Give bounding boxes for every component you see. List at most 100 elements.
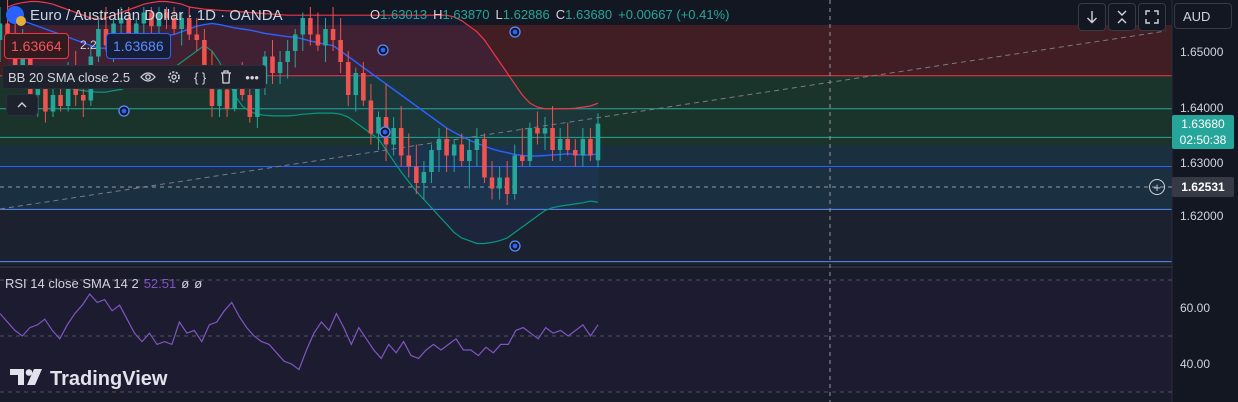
add-alert-plus-icon[interactable]: + [1149, 179, 1165, 195]
spread-value: 2.2 [80, 38, 97, 52]
collapse-legend-button[interactable] [6, 94, 38, 116]
ohlc-high-key: H [433, 7, 443, 22]
band-touch-marker-dot [121, 108, 127, 114]
currency-select[interactable]: AUD [1174, 3, 1232, 29]
rsi-indicator-legend[interactable]: RSI 14 close SMA 14 2 52.51 ø ø [5, 276, 202, 291]
candle-body [557, 139, 563, 150]
arrow-down-button[interactable] [1078, 3, 1106, 31]
candle-body [595, 123, 601, 161]
candle-body [149, 12, 154, 27]
bb-indicator-label[interactable]: BB 20 SMA close 2.5 [8, 69, 131, 85]
ohlc-low: 1.62886 [502, 7, 550, 22]
candle-body [482, 139, 487, 178]
candle-body [141, 12, 147, 24]
candle-body [43, 84, 48, 112]
currency-pair-flag-icon [6, 6, 26, 26]
candle-body [80, 95, 86, 101]
candle-body [202, 40, 207, 73]
candle-body [50, 95, 56, 112]
price-axis-tick: 1.62000 [1180, 209, 1224, 223]
gear-icon[interactable] [166, 69, 182, 85]
bb-indicator-legend[interactable]: BB 20 SMA close 2.5 { } ••• [2, 65, 267, 89]
bb-lower-line [7, 44, 599, 245]
candle-body [194, 34, 200, 40]
candle-body [270, 56, 275, 73]
candle-body [58, 95, 63, 106]
candle-body [103, 29, 109, 46]
candle-body [429, 150, 434, 172]
candle-body [5, 23, 10, 40]
candle-body [133, 23, 139, 40]
candle-body [217, 89, 222, 106]
candle-body [451, 144, 457, 156]
candle-body [118, 18, 124, 24]
band-touch-marker-dot [382, 129, 388, 135]
candle-body [398, 128, 404, 156]
candle-body [209, 73, 215, 106]
band-touch-marker-dot [380, 47, 386, 53]
candle-body [512, 155, 518, 194]
rsi-extra-2: ø [194, 276, 203, 291]
candle-body [376, 117, 381, 134]
collapse-button[interactable] [1108, 3, 1136, 31]
ohlc-open-key: O [370, 7, 381, 22]
candle-body [224, 89, 230, 109]
candle-body [361, 73, 366, 101]
candle-body [308, 18, 313, 35]
candle-body [330, 29, 336, 40]
fullscreen-button[interactable] [1138, 3, 1166, 31]
current-price-label: 1.63680 02:50:38 [1172, 115, 1234, 149]
tradingview-logo-icon [10, 368, 44, 391]
current-price: 1.63680 [1181, 117, 1225, 131]
brand-name: TradingView [50, 368, 168, 390]
candle-body [285, 51, 290, 62]
candle-body [368, 100, 374, 134]
rsi-extra-1: ø [181, 276, 190, 291]
trash-icon[interactable] [218, 69, 234, 85]
sell-price-button[interactable]: 1.63664 [4, 33, 69, 59]
candle-body [497, 177, 502, 189]
ohlc-close: 1.63680 [565, 7, 613, 22]
candle-body [573, 150, 578, 156]
candle-body [527, 128, 533, 161]
ohlc-high: 1.63870 [442, 7, 490, 22]
candle-body [444, 139, 449, 156]
candle-body [459, 144, 465, 161]
candle-body [0, 23, 3, 40]
symbol-title[interactable]: Euro / Australian Dollar · 1D · OANDA [30, 6, 283, 24]
candle-body [315, 34, 321, 46]
bb-fill [7, 1, 599, 244]
candle-body [65, 73, 71, 106]
candle-body [580, 139, 586, 156]
candle-body [414, 166, 419, 183]
trend-line [0, 30, 1167, 210]
tradingview-logo[interactable]: TradingView [10, 368, 167, 391]
candle-body [300, 18, 306, 35]
buy-price-button[interactable]: 1.63686 [106, 33, 171, 59]
more-icon[interactable]: ••• [245, 69, 259, 85]
candle-body [504, 177, 510, 194]
candle-body [292, 34, 298, 51]
candle-body [406, 155, 412, 167]
candle-body [171, 18, 177, 29]
band-touch-marker-dot [512, 29, 518, 35]
candle-body [535, 128, 540, 134]
ohlc-change: +0.00667 (+0.41%) [618, 7, 730, 22]
symbol-header[interactable]: Euro / Australian Dollar · 1D · OANDA [6, 4, 283, 26]
eye-icon[interactable] [140, 69, 156, 85]
rsi-indicator-label[interactable]: RSI 14 close SMA 14 2 [5, 276, 139, 291]
candle-body [520, 155, 525, 161]
braces-icon[interactable]: { } [193, 69, 207, 85]
rsi-value: 52.51 [143, 276, 177, 291]
lower-zone [0, 209, 1172, 265]
candle-body [474, 139, 480, 150]
candle-body [255, 84, 260, 117]
bar-countdown: 02:50:38 [1179, 133, 1227, 147]
band-touch-marker-dot [512, 243, 518, 249]
rsi-line [0, 293, 599, 371]
candle-body [96, 29, 101, 57]
ohlc-low-key: L [495, 7, 503, 22]
price-axis-tick: 1.65000 [1180, 45, 1224, 59]
candle-body [232, 78, 237, 109]
